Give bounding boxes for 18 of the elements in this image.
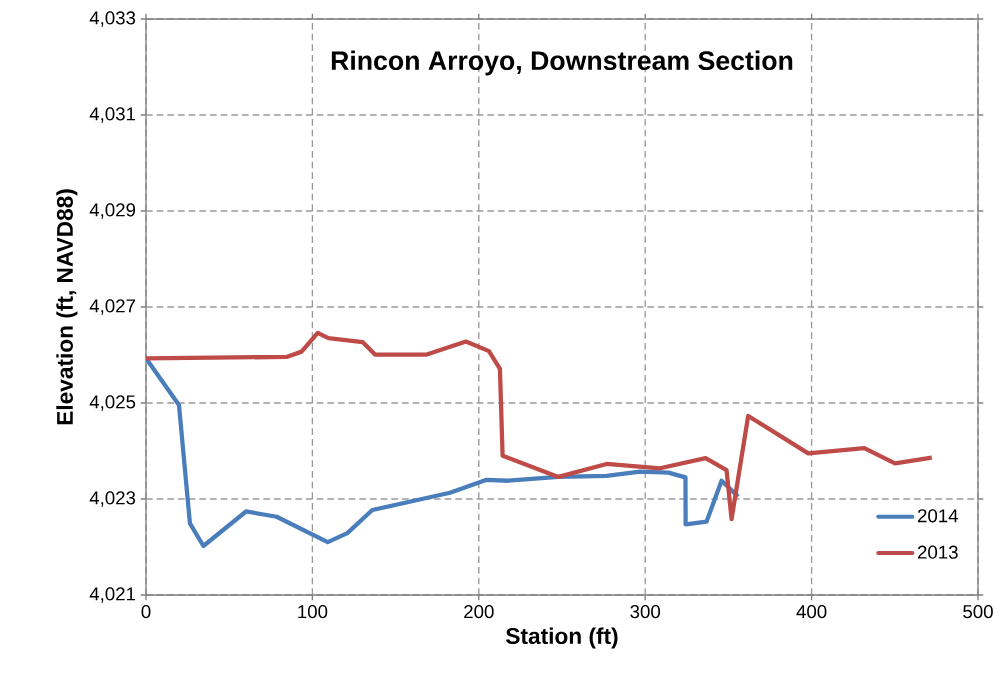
- x-tick-label: 100: [298, 605, 328, 619]
- y-tick-label: 4,027: [89, 299, 136, 315]
- x-tick-label: 300: [630, 605, 661, 619]
- x-tick-label: 200: [464, 605, 494, 619]
- text: Rincon Arroyo, Downstream Section: [331, 50, 793, 76]
- y-axis-title: Elevation (ft, NAVD88): [56, 189, 78, 425]
- y-tick-label: 4,023: [89, 491, 136, 507]
- y-tick-label: 4,021: [89, 587, 136, 603]
- legend-label: 2014: [918, 509, 959, 523]
- y-tick-label: 4,025: [89, 395, 136, 411]
- x-tick-label: 500: [963, 605, 993, 619]
- x-axis-title: Station (ft): [506, 627, 618, 649]
- x-tick-label: 400: [796, 605, 827, 619]
- x-tick-label: 0: [141, 605, 151, 619]
- y-tick-label: 4,031: [89, 107, 136, 123]
- y-tick-label: 4,033: [89, 11, 136, 27]
- legend-label: 2013: [918, 545, 958, 559]
- y-tick-label: 4,029: [89, 203, 136, 219]
